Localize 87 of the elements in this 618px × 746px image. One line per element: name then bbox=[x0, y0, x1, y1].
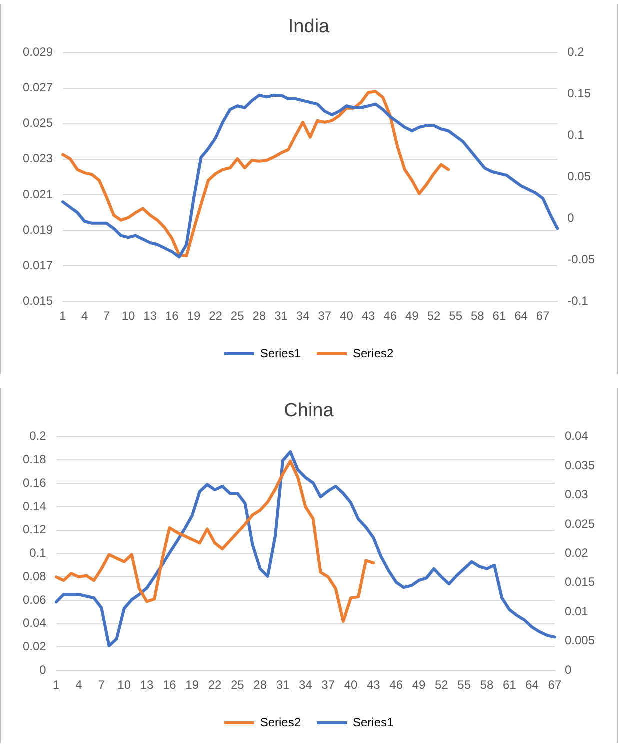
y-tick-label: 0.025 bbox=[23, 116, 54, 130]
x-tick-label: 34 bbox=[298, 678, 313, 692]
x-tick-label: 49 bbox=[412, 678, 426, 692]
chart-title: China bbox=[284, 400, 334, 422]
x-tick-label: 22 bbox=[209, 309, 223, 324]
y2-tick-label: 0.05 bbox=[568, 170, 592, 184]
x-tick-label: 1 bbox=[53, 678, 60, 692]
y2-tick-label: -0.1 bbox=[568, 294, 589, 308]
y2-tick-label: -0.05 bbox=[568, 252, 596, 266]
x-tick-label: 13 bbox=[144, 309, 158, 324]
y2-tick-label: 0.03 bbox=[564, 488, 589, 502]
legend-label: Series1 bbox=[260, 346, 302, 360]
x-tick-label: 43 bbox=[362, 309, 376, 324]
x-tick-label: 55 bbox=[449, 309, 463, 324]
y-tick-label: 0 bbox=[40, 662, 47, 677]
x-tick-label: 19 bbox=[186, 678, 200, 692]
x-tick-label: 55 bbox=[458, 678, 472, 692]
y-tick-label: 0.06 bbox=[22, 592, 47, 607]
x-tick-label: 10 bbox=[122, 309, 136, 324]
y2-tick-label: 0.15 bbox=[568, 86, 592, 101]
x-tick-label: 40 bbox=[340, 309, 354, 324]
y-tick-label: 0.18 bbox=[22, 452, 47, 466]
x-tick-label: 52 bbox=[434, 678, 449, 692]
y2-tick-label: 0 bbox=[568, 210, 575, 225]
x-tick-label: 7 bbox=[98, 678, 106, 692]
x-tick-label: 25 bbox=[230, 309, 245, 324]
legend-label: Series2 bbox=[353, 346, 394, 360]
x-tick-label: 37 bbox=[318, 309, 332, 324]
x-tick-label: 16 bbox=[165, 309, 180, 324]
x-tick-label: 43 bbox=[366, 678, 381, 692]
y-tick-label: 0.1 bbox=[30, 546, 47, 560]
x-tick-label: 37 bbox=[322, 678, 336, 692]
y2-tick-label: 0.035 bbox=[564, 458, 596, 472]
x-tick-label: 4 bbox=[82, 309, 89, 324]
x-tick-label: 64 bbox=[514, 309, 528, 324]
x-tick-label: 46 bbox=[390, 678, 404, 692]
x-tick-label: 28 bbox=[254, 678, 268, 692]
y-tick-label: 0.14 bbox=[22, 499, 47, 514]
x-tick-label: 10 bbox=[118, 678, 132, 692]
y2-tick-label: 0.005 bbox=[564, 634, 596, 648]
x-tick-label: 1 bbox=[60, 309, 67, 324]
x-tick-label: 40 bbox=[344, 678, 358, 692]
y-tick-label: 0.019 bbox=[23, 222, 54, 237]
y-tick-label: 0.12 bbox=[22, 522, 47, 537]
y-tick-label: 0.2 bbox=[30, 429, 47, 444]
y-tick-label: 0.04 bbox=[22, 616, 47, 630]
x-tick-label: 13 bbox=[140, 678, 154, 692]
y2-tick-label: 0 bbox=[564, 662, 572, 677]
legend-label: Series1 bbox=[353, 715, 394, 730]
x-tick-label: 4 bbox=[76, 678, 83, 692]
y-tick-label: 0.017 bbox=[23, 258, 54, 272]
x-tick-label: 7 bbox=[103, 309, 110, 324]
y-tick-label: 0.027 bbox=[23, 80, 54, 95]
x-tick-label: 31 bbox=[274, 309, 288, 324]
y-tick-label: 0.029 bbox=[23, 45, 54, 60]
x-tick-label: 49 bbox=[405, 309, 420, 324]
x-tick-label: 19 bbox=[187, 309, 201, 324]
x-tick-label: 58 bbox=[480, 678, 494, 692]
x-tick-label: 34 bbox=[296, 309, 310, 324]
x-tick-label: 28 bbox=[252, 309, 266, 324]
x-tick-label: 46 bbox=[384, 309, 398, 324]
y2-tick-label: 0.02 bbox=[564, 546, 589, 560]
chart-title: India bbox=[288, 16, 330, 38]
y-tick-label: 0.021 bbox=[23, 187, 54, 202]
y2-tick-label: 0.015 bbox=[564, 575, 596, 590]
y-tick-label: 0.015 bbox=[23, 294, 54, 308]
y2-tick-label: 0.01 bbox=[564, 604, 589, 618]
x-tick-label: 61 bbox=[492, 309, 506, 324]
x-tick-label: 58 bbox=[470, 309, 485, 324]
legend-label: Series2 bbox=[260, 715, 302, 730]
x-tick-label: 22 bbox=[208, 678, 222, 692]
y-tick-label: 0.08 bbox=[22, 569, 47, 584]
y-tick-label: 0.02 bbox=[22, 640, 47, 654]
y2-tick-label: 0.025 bbox=[564, 516, 596, 531]
y2-tick-label: 0.1 bbox=[568, 128, 585, 142]
x-tick-label: 52 bbox=[427, 309, 441, 324]
y-tick-label: 0.023 bbox=[23, 152, 54, 166]
x-tick-label: 67 bbox=[548, 678, 562, 692]
y2-tick-label: 0.04 bbox=[564, 429, 589, 444]
x-tick-label: 31 bbox=[276, 678, 290, 692]
y2-tick-label: 0.2 bbox=[568, 45, 585, 60]
x-tick-label: 61 bbox=[502, 678, 517, 692]
x-tick-label: 25 bbox=[230, 678, 245, 692]
x-tick-label: 64 bbox=[526, 678, 540, 692]
x-tick-label: 16 bbox=[162, 678, 177, 692]
y-tick-label: 0.16 bbox=[22, 476, 47, 490]
x-tick-label: 67 bbox=[536, 309, 550, 324]
